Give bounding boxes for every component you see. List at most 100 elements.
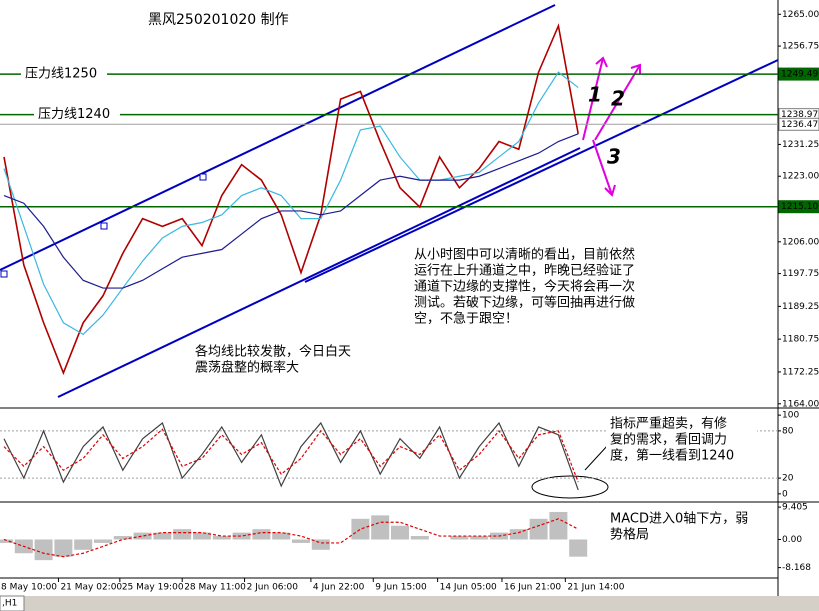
- histogram-bar: [74, 539, 93, 550]
- annotation-text: 指标严重超卖，有修: [610, 416, 727, 432]
- histogram-bar: [450, 536, 469, 540]
- channel-line: [57, 147, 581, 398]
- arrow: [594, 63, 641, 141]
- arrow: [592, 139, 616, 197]
- annotation-text: 通道下边缘的支撑性，今天将会再一次: [414, 279, 635, 295]
- annotation-bg: [191, 342, 355, 378]
- annotation-text: 从小时图中可以清晰的看出，目前依然: [414, 247, 635, 263]
- level-label: 压力线1240: [38, 107, 110, 122]
- histogram-bar: [153, 532, 172, 540]
- histogram-bar: [272, 532, 291, 540]
- line-handle: [0, 270, 8, 278]
- annotation-text: 度，第一线看到1240: [610, 448, 734, 464]
- y-tick-label: 9.405: [782, 503, 808, 513]
- histogram-bar: [529, 518, 548, 540]
- histogram-bar: [133, 532, 152, 540]
- histogram-bar: [34, 539, 53, 561]
- price-tag: [778, 117, 819, 131]
- histogram-bar: [212, 536, 231, 540]
- y-tick-label: 1164.00: [782, 399, 819, 409]
- price-tag-label: 1236.47: [781, 120, 818, 130]
- y-tick-label: 1197.75: [782, 269, 819, 279]
- x-tick-label: 4 Jun 22:00: [313, 583, 365, 593]
- x-tick-label: 16 Jun 21:00: [504, 583, 561, 593]
- histogram-bar: [232, 532, 251, 540]
- annotation-bg: [606, 414, 757, 466]
- histogram-bar: [391, 525, 409, 540]
- histogram-bar: [569, 539, 588, 557]
- highlight-ellipse: [531, 475, 609, 499]
- arrow: [582, 56, 608, 141]
- x-tick-label: 14 Jun 05:00: [440, 583, 497, 593]
- histogram-bar: [113, 536, 132, 540]
- histogram-bar: [470, 536, 489, 540]
- y-tick-label: -8.168: [782, 563, 811, 573]
- histogram-bar: [292, 539, 310, 543]
- histogram-bar: [371, 515, 390, 540]
- x-tick-label: 8 May 10:00: [1, 583, 57, 593]
- x-tick-label: 28 May 11:00: [184, 583, 246, 593]
- x-tick-label: 21 May 02:00: [60, 583, 122, 593]
- level-label: 压力线1250: [25, 67, 97, 82]
- histogram-bar: [509, 529, 528, 540]
- annotation-text: 运行在上升通道之中，昨晚已经验证了: [414, 263, 635, 279]
- x-tick-label: 9 Jun 15:00: [375, 583, 427, 593]
- wave-label: 2: [611, 87, 625, 111]
- y-tick-label: 1231.25: [782, 140, 819, 150]
- annotation-text: 震荡盘整的概率大: [195, 360, 299, 376]
- annotation-text: 各均线比较发散，今日白天: [195, 344, 351, 360]
- y-tick-label: 80: [782, 426, 794, 436]
- status-tab[interactable]: ,H1: [2, 599, 17, 609]
- series-line: [3, 23, 579, 376]
- histogram-bar: [54, 539, 73, 557]
- x-tick-label: 2 Jun 06:00: [247, 583, 299, 593]
- annotation-text: 空，不急于跟空！: [414, 312, 518, 327]
- histogram-bar: [252, 529, 271, 540]
- wave-label: 3: [607, 145, 621, 169]
- x-tick-label: 21 Jun 14:00: [567, 583, 624, 593]
- pointer-line: [584, 444, 609, 471]
- status-bar: [0, 596, 819, 611]
- y-tick-label: 1180.75: [782, 335, 819, 345]
- annotation-text: MACD进入0轴下方，弱: [610, 511, 748, 527]
- y-tick-label: 1223.00: [782, 172, 819, 182]
- annotation-bg: [606, 509, 770, 545]
- histogram-bar: [311, 539, 330, 550]
- level-label-bg: [21, 64, 107, 83]
- channel-line: [304, 59, 779, 283]
- y-tick-label: 0: [782, 489, 788, 499]
- y-tick-label: 1265.00: [782, 10, 819, 20]
- histogram-bar: [351, 518, 370, 540]
- histogram-bar: [410, 536, 429, 540]
- channel-line: [0, 4, 556, 271]
- annotation-text: 势格局: [610, 527, 649, 543]
- series-line: [3, 133, 579, 289]
- annotation-bg: [410, 245, 639, 329]
- wave-label: 1: [588, 83, 602, 107]
- series-line: [3, 428, 579, 483]
- line-handle: [100, 222, 108, 230]
- y-tick-label: 20: [782, 474, 794, 484]
- tab[interactable]: [0, 595, 25, 611]
- histogram-bar: [173, 529, 192, 540]
- y-tick-label: 0.00: [782, 535, 802, 545]
- arrows: [582, 56, 641, 197]
- price-tag-label: 1249.49: [781, 70, 818, 80]
- histogram-bar: [0, 539, 13, 543]
- y-tick-label: 100: [782, 411, 799, 421]
- histogram-bar: [193, 532, 211, 540]
- series-line: [3, 71, 579, 336]
- y-tick-label: 1189.25: [782, 302, 819, 312]
- level-label-bg: [34, 104, 120, 123]
- y-tick-label: 1256.75: [782, 42, 819, 52]
- price-tag: [778, 200, 819, 214]
- annotation-text: 复的需求，看回调力: [610, 432, 727, 448]
- price-tag-label: 1238.97: [781, 110, 818, 120]
- histogram-bar: [549, 511, 568, 540]
- y-tick-label: 1172.25: [782, 367, 819, 377]
- annotation-text: 测试。若破下边缘，可等回抽再进行做: [414, 295, 635, 311]
- chart-title: 黑风250201020 制作: [148, 12, 289, 28]
- x-tick-label: 25 May 19:00: [122, 583, 184, 593]
- line-handle: [199, 173, 207, 181]
